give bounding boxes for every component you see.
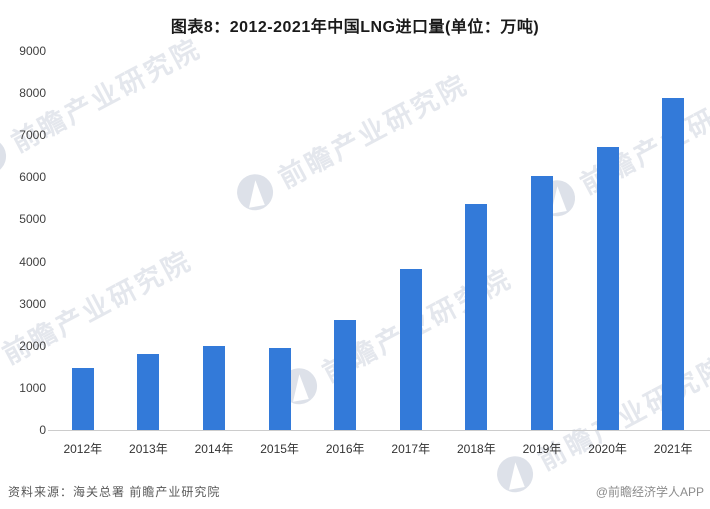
x-axis-tick-label: 2013年	[129, 442, 168, 456]
bar-2014年	[202, 346, 225, 430]
x-axis-tick-label: 2018年	[457, 442, 496, 456]
bar-slot	[378, 51, 444, 430]
bar-slot	[247, 51, 313, 430]
bar-slot	[116, 51, 182, 430]
y-axis-tick-label: 5000	[19, 212, 46, 227]
y-axis-tick-label: 3000	[19, 296, 46, 311]
bar-slot	[575, 51, 641, 430]
y-axis-tick-label: 6000	[19, 170, 46, 185]
chart-title: 图表8：2012-2021年中国LNG进口量(单位：万吨)	[170, 19, 540, 36]
bar-2013年	[137, 353, 160, 430]
x-axis-labels: 2012年 2013年 2014年 2015年 2016年 2017年 2018年 2019年…	[50, 440, 706, 457]
app-credit: @前瞻经济学人APP	[595, 485, 704, 499]
x-axis-tick-label: 2014年	[194, 442, 234, 456]
y-axis-tick-label: 7000	[19, 128, 46, 143]
footer: 资料来源：海关总署 前瞻产业研究院 @前瞻经济学人APP	[0, 483, 710, 499]
bar-2017年	[399, 269, 422, 430]
bar-slot	[50, 51, 116, 430]
y-axis-tick-label: 1000	[19, 380, 46, 395]
x-axis-tick-label: 2021年	[653, 442, 693, 456]
x-axis-tick-label: 2016年	[325, 442, 365, 456]
x-axis-tick-label: 2019年	[522, 442, 562, 456]
x-axis-tick-label: 2015年	[260, 442, 299, 456]
bar-2021年	[662, 97, 685, 430]
y-axis-tick-label: 4000	[19, 254, 46, 269]
bar-slot	[444, 51, 510, 430]
bar-slot	[640, 51, 706, 430]
bar-slot	[509, 51, 575, 430]
bar-2012年	[71, 368, 94, 430]
bar-2018年	[465, 203, 488, 430]
y-axis-tick-label: 0	[39, 423, 46, 437]
plot-area: 0 1000 2000 3000 4000 5000 6000 7000 8000 9000	[0, 45, 710, 436]
bar-slot	[312, 51, 378, 430]
y-axis-tick-label: 2000	[19, 338, 46, 353]
x-axis-tick-label: 2017年	[391, 442, 431, 456]
bar-slot	[181, 51, 247, 430]
bar-2015年	[268, 348, 291, 430]
source-note: 资料来源：海关总署 前瞻产业研究院	[8, 485, 221, 499]
x-axis-tick-label: 2012年	[63, 442, 103, 456]
x-axis-tick-label: 2020年	[588, 442, 627, 456]
y-axis-tick-label: 9000	[19, 44, 46, 58]
bar-2019年	[530, 176, 553, 430]
y-axis-tick-label: 8000	[19, 86, 46, 101]
bars-container	[50, 51, 706, 430]
bar-2020年	[596, 147, 619, 430]
x-axis-line	[48, 430, 710, 431]
bar-2016年	[334, 320, 357, 430]
